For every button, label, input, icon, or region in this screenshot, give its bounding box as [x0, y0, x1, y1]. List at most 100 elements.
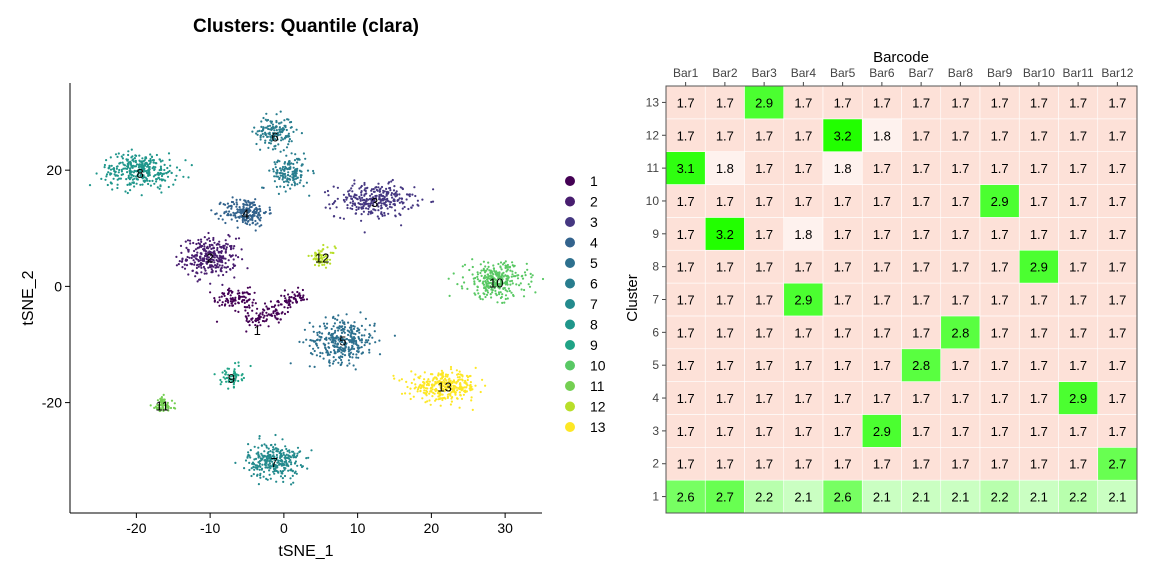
point — [328, 353, 331, 356]
point — [268, 307, 271, 310]
point — [357, 337, 360, 340]
heatmap-cell-rect — [783, 85, 824, 120]
point — [187, 273, 190, 276]
point — [442, 379, 445, 382]
heatmap-cell-label: 2.2 — [755, 490, 773, 505]
point — [248, 223, 251, 226]
point — [145, 171, 149, 174]
point — [161, 401, 164, 404]
point — [248, 201, 251, 204]
point — [255, 452, 258, 455]
point — [502, 287, 505, 290]
point — [350, 332, 353, 335]
point — [201, 262, 204, 265]
heatmap-cell-label: 1.7 — [834, 424, 852, 439]
point — [380, 202, 383, 205]
point — [154, 162, 157, 165]
point — [229, 204, 232, 208]
legend-marker — [565, 360, 575, 371]
point — [355, 194, 358, 197]
heatmap-cell-label: 1.7 — [873, 293, 891, 308]
scatter-title: Clusters: Quantile (clara) — [193, 16, 419, 37]
point — [315, 255, 318, 258]
point — [224, 239, 227, 242]
point — [495, 270, 498, 273]
point — [124, 190, 127, 193]
point — [270, 121, 273, 124]
heatmap-cell-label: 1.7 — [794, 358, 812, 373]
point — [351, 204, 354, 207]
point — [197, 260, 200, 263]
point — [466, 378, 469, 382]
point — [365, 197, 368, 201]
point — [499, 291, 502, 294]
point — [423, 382, 426, 385]
point — [296, 290, 299, 294]
point — [392, 189, 396, 192]
point — [414, 373, 417, 376]
point — [207, 260, 210, 263]
point — [343, 338, 347, 341]
point — [453, 384, 456, 388]
point — [251, 219, 254, 222]
heatmap-cell-label: 1.7 — [991, 227, 1009, 242]
point — [231, 196, 234, 199]
point — [272, 462, 275, 465]
point — [255, 206, 258, 209]
cluster-points-6 — [251, 110, 315, 197]
cluster-label-8: 8 — [136, 166, 143, 181]
point — [272, 132, 275, 135]
point — [257, 453, 260, 456]
heatmap-cell-rect — [1097, 282, 1138, 317]
point — [437, 373, 440, 376]
point — [459, 373, 462, 376]
point — [258, 314, 261, 317]
point — [287, 303, 290, 307]
point — [232, 258, 235, 261]
point — [352, 337, 356, 340]
point — [440, 386, 443, 389]
point — [262, 475, 265, 478]
point — [324, 343, 327, 346]
point — [221, 261, 224, 264]
point — [122, 167, 125, 170]
point — [147, 165, 150, 169]
point — [242, 217, 245, 220]
point — [506, 290, 509, 293]
point — [141, 173, 144, 176]
heatmap-cell-label: 1.7 — [951, 260, 969, 275]
x-tick-label: 20 — [424, 520, 440, 536]
point — [510, 291, 513, 294]
point — [302, 185, 305, 188]
point — [151, 179, 154, 182]
point — [351, 184, 354, 187]
point — [203, 245, 206, 248]
point — [226, 214, 229, 217]
heatmap-cell-rect — [783, 217, 824, 251]
point — [258, 468, 261, 471]
point — [260, 459, 263, 462]
heatmap-cell-label: 2.2 — [991, 490, 1009, 505]
heatmap-x-tick-label: Bar7 — [908, 66, 934, 80]
point — [220, 255, 223, 258]
point — [497, 262, 500, 266]
point — [225, 246, 228, 249]
point — [302, 294, 305, 297]
point — [257, 211, 260, 214]
heatmap-cell: 1.7 — [1097, 414, 1138, 448]
point — [473, 292, 476, 295]
point — [255, 211, 258, 215]
heatmap-cell-rect — [665, 282, 706, 317]
point — [492, 281, 495, 284]
point — [155, 153, 158, 157]
point — [296, 158, 299, 161]
point — [411, 193, 414, 196]
point — [327, 332, 330, 336]
point — [273, 175, 276, 178]
heatmap-cell-rect — [901, 118, 942, 152]
point — [225, 266, 228, 269]
point — [274, 147, 277, 150]
point — [207, 256, 210, 259]
point — [235, 201, 238, 204]
point — [184, 240, 187, 243]
